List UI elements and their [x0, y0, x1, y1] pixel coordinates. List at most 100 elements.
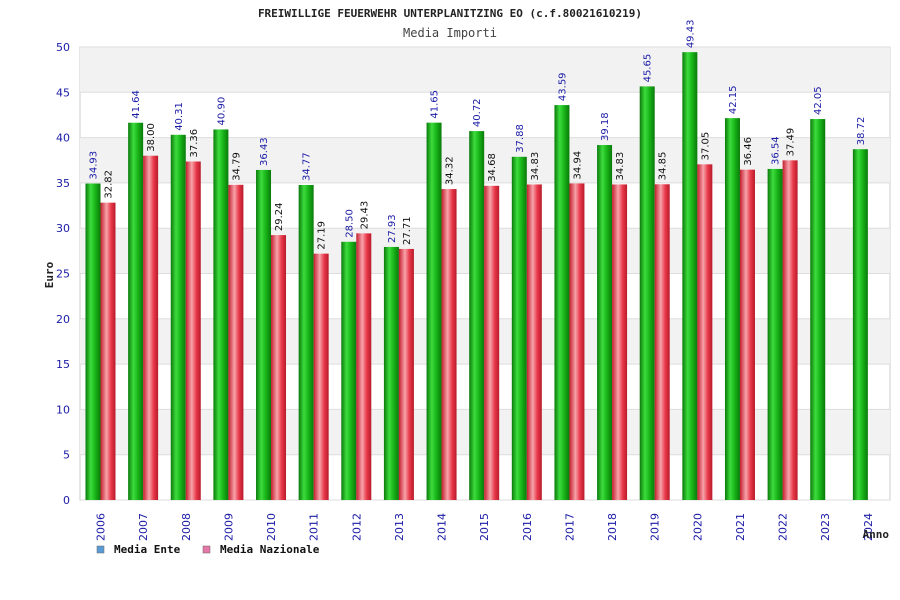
data-label: 36.54 — [771, 136, 782, 165]
data-label: 34.83 — [615, 152, 626, 181]
bar-media-nazionale — [313, 253, 329, 500]
bar-media-nazionale — [612, 184, 628, 501]
chart-subtitle: Media Importi — [403, 26, 497, 40]
data-label: 37.05 — [700, 132, 711, 161]
x-tick-label: 2021 — [734, 513, 747, 541]
y-tick-label: 0 — [63, 494, 70, 507]
x-tick-label: 2016 — [521, 513, 534, 541]
bar-media-ente — [341, 241, 357, 501]
data-label: 34.93 — [89, 151, 100, 180]
bar-media-nazionale — [441, 189, 457, 501]
data-label: 40.72 — [472, 98, 483, 127]
data-labels: 34.93 32.82 41.64 38.00 40.31 37.36 40.90 34.79… — [89, 20, 867, 250]
bar-media-nazionale — [526, 184, 542, 501]
bar-media-ente — [426, 122, 442, 500]
data-label: 36.43 — [259, 137, 270, 166]
data-label: 37.49 — [786, 128, 797, 157]
y-tick-label: 40 — [56, 132, 70, 145]
x-tick-label: 2023 — [819, 513, 832, 541]
bar-media-ente — [597, 145, 613, 500]
data-label: 36.46 — [743, 137, 754, 166]
x-axis-ticks: 2006 2007 2008 2009 2010 2011 2012 2013 2014 2015… — [95, 513, 875, 541]
y-tick-label: 15 — [56, 358, 70, 371]
y-tick-label: 30 — [56, 222, 70, 235]
bar-media-nazionale — [100, 202, 116, 500]
data-label: 41.64 — [131, 90, 142, 119]
legend-swatch — [202, 545, 211, 554]
data-label: 27.71 — [402, 216, 413, 245]
bar-media-ente — [682, 52, 698, 501]
data-label: 29.43 — [359, 201, 370, 230]
bar-media-nazionale — [185, 161, 201, 500]
y-tick-label: 45 — [56, 86, 70, 99]
data-label: 34.77 — [302, 152, 313, 181]
bar-media-ente — [256, 169, 272, 500]
bar-media-nazionale — [697, 164, 713, 500]
y-axis-ticks: 0 5 10 15 20 25 30 35 40 45 50 — [56, 41, 70, 507]
bar-media-ente — [128, 122, 144, 500]
data-label: 34.68 — [487, 153, 498, 182]
bar-media-ente — [170, 134, 186, 501]
x-tick-label: 2024 — [862, 513, 875, 541]
bar-media-nazionale — [228, 184, 244, 500]
x-tick-label: 2020 — [691, 513, 704, 541]
x-tick-label: 2010 — [265, 513, 278, 541]
x-tick-label: 2011 — [308, 513, 321, 541]
legend: Media Ente Media Nazionale — [96, 543, 320, 556]
x-axis-label: Anno — [863, 528, 890, 541]
legend-label: Media Ente — [114, 543, 181, 556]
y-axis-label: Euro — [43, 261, 56, 288]
x-tick-label: 2012 — [350, 513, 363, 541]
data-label: 37.36 — [189, 129, 200, 158]
bar-media-ente — [383, 246, 399, 500]
bar-media-ente — [511, 156, 527, 501]
bar-media-nazionale — [356, 233, 372, 500]
bar-media-ente — [298, 184, 314, 500]
y-tick-label: 35 — [56, 177, 70, 190]
bar-media-nazionale — [271, 235, 287, 500]
y-tick-label: 25 — [56, 268, 70, 281]
data-label: 40.90 — [216, 97, 227, 126]
x-tick-label: 2015 — [478, 513, 491, 541]
data-label: 38.72 — [856, 117, 867, 146]
bar-media-nazionale — [654, 184, 670, 500]
data-label: 28.50 — [344, 209, 355, 238]
data-label: 37.88 — [515, 124, 526, 153]
x-tick-label: 2013 — [393, 513, 406, 541]
x-tick-label: 2019 — [649, 513, 662, 541]
bar-media-nazionale — [782, 160, 798, 500]
x-tick-label: 2008 — [180, 513, 193, 541]
bar-media-ente — [810, 119, 826, 500]
data-label: 41.65 — [430, 90, 441, 119]
bars — [85, 52, 868, 501]
bar-media-nazionale — [569, 183, 585, 500]
data-label: 42.05 — [813, 86, 824, 115]
bar-media-nazionale — [398, 248, 414, 500]
x-tick-label: 2007 — [137, 513, 150, 541]
bar-media-ente — [554, 105, 570, 501]
grid-band — [80, 47, 890, 93]
x-tick-label: 2014 — [436, 513, 449, 541]
data-label: 42.15 — [728, 85, 739, 114]
x-tick-label: 2018 — [606, 513, 619, 541]
bar-media-ente — [213, 129, 229, 501]
data-label: 43.59 — [557, 72, 568, 101]
data-label: 29.24 — [274, 202, 285, 231]
bar-media-ente — [767, 168, 783, 500]
data-label: 32.82 — [104, 170, 115, 199]
bar-media-nazionale — [143, 155, 159, 500]
data-label: 27.93 — [387, 214, 398, 243]
legend-swatch — [96, 545, 105, 554]
data-label: 45.65 — [643, 54, 654, 83]
legend-label: Media Nazionale — [220, 543, 320, 556]
bar-media-nazionale — [739, 169, 755, 500]
bar-media-nazionale — [484, 185, 500, 500]
x-tick-label: 2022 — [777, 513, 790, 541]
bar-media-ente — [724, 118, 740, 500]
data-label: 38.00 — [146, 123, 157, 152]
x-tick-label: 2017 — [563, 513, 576, 541]
data-label: 34.94 — [572, 151, 583, 180]
bar-media-ente — [469, 131, 485, 501]
x-tick-label: 2009 — [222, 513, 235, 541]
y-tick-label: 20 — [56, 313, 70, 326]
